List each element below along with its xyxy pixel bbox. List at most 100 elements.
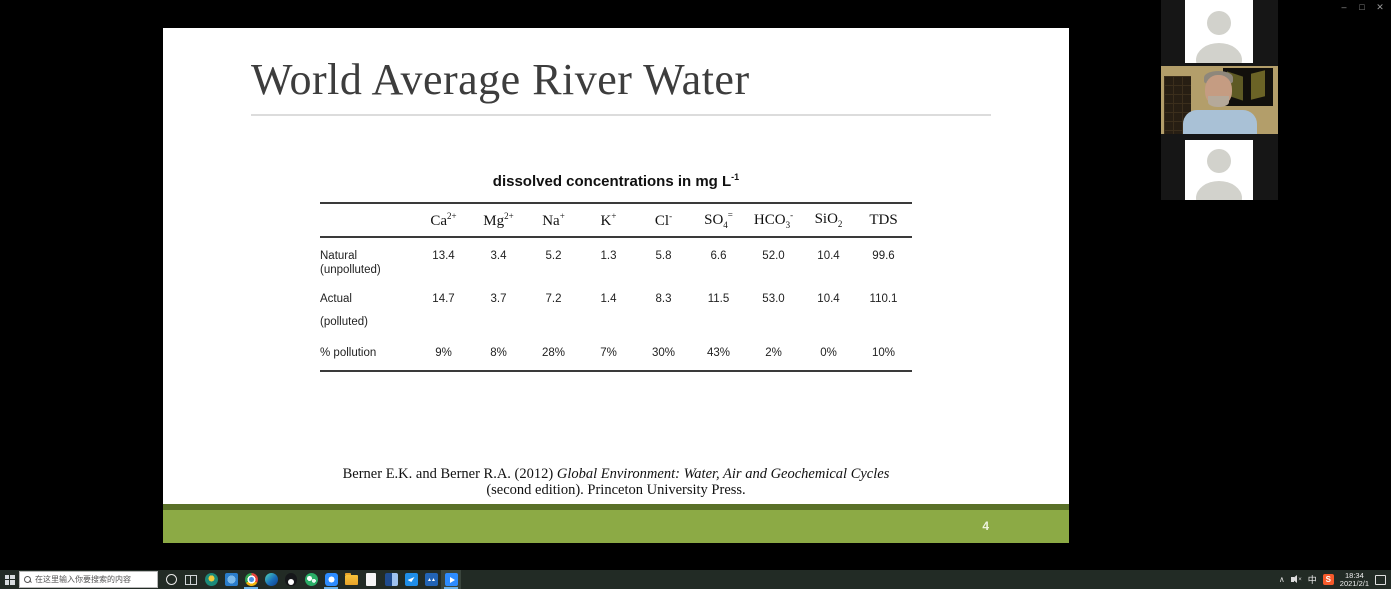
blue-m-app-icon: ▲▲ (424, 573, 438, 586)
participants-strip (1161, 0, 1278, 200)
table-cell: 2% (765, 347, 782, 359)
taskbar-icons: ▲▲ (161, 570, 461, 589)
cortana-icon (165, 574, 177, 585)
table-cell: 13.4 (432, 250, 455, 262)
chrome-icon (244, 573, 258, 586)
table-cell: 14.7 (432, 293, 455, 305)
table-cell: 8.3 (655, 293, 672, 305)
column-header: Ca2+ (430, 210, 457, 229)
start-button[interactable] (0, 570, 19, 589)
file-explorer-icon[interactable] (341, 570, 361, 589)
table-cell: 53.0 (762, 293, 785, 305)
title-divider (251, 114, 991, 116)
table-cell: 7.2 (545, 293, 562, 305)
river-water-table: Ca2+ Mg2+ Na+ K+ Cl- SO4= HCO3- SiO2 TDS Natural(… (320, 202, 912, 372)
file-explorer-icon (344, 572, 358, 585)
qq-icon[interactable] (281, 570, 301, 589)
blue-utility-app-icon[interactable] (221, 570, 241, 589)
table-cell: 99.6 (872, 250, 895, 262)
citation-line-2: (second edition). Princeton University P… (486, 482, 746, 498)
active-video-app-icon (444, 573, 458, 586)
row-label: Actual (polluted) (320, 293, 368, 328)
participant-tile-webcam[interactable] (1161, 66, 1278, 134)
table-header-row: Ca2+ Mg2+ Na+ K+ Cl- SO4= HCO3- SiO2 TDS (320, 204, 912, 238)
avatar-silhouette-icon (1196, 149, 1242, 200)
citation: Berner E.K. and Berner R.A. (2012) Globa… (163, 466, 1069, 498)
search-icon (24, 576, 31, 583)
chrome-icon[interactable] (241, 570, 261, 589)
avatar-silhouette-icon (1196, 11, 1242, 63)
column-header: K+ (600, 210, 617, 229)
row-label: % pollution (320, 347, 377, 359)
sogou-input-icon[interactable]: S (1322, 574, 1334, 585)
table-cell: 5.2 (545, 250, 562, 262)
webcam-person-shirt (1183, 110, 1257, 134)
teal-circle-app-icon (204, 573, 218, 586)
table-cell: 9% (435, 347, 452, 359)
volume-muted-icon[interactable]: × (1290, 575, 1302, 584)
meeting-app-icon (324, 573, 338, 586)
presentation-slide: World Average River Water dissolved conc… (163, 28, 1069, 543)
blue-social-app-icon (404, 573, 418, 586)
action-center-icon[interactable] (1375, 574, 1386, 585)
minimize-button[interactable]: – (1341, 2, 1347, 12)
edge-icon[interactable] (261, 570, 281, 589)
clock-date: 2021/2/1 (1339, 578, 1369, 588)
table-cell: 8% (490, 347, 507, 359)
table-cell: 28% (541, 347, 566, 359)
teal-circle-app-icon[interactable] (201, 570, 221, 589)
table-cell: 10.4 (817, 250, 840, 262)
meeting-app-icon[interactable] (321, 570, 341, 589)
column-header: SO4= (704, 210, 733, 230)
participant-tile-avatar-2[interactable] (1185, 140, 1253, 200)
page-number: 4 (982, 519, 989, 533)
document-app-icon (366, 573, 376, 586)
system-tray: ∧ × 中 S 18:34 2021/2/1 (1279, 570, 1391, 589)
cortana-icon[interactable] (161, 570, 181, 589)
citation-line-1: Berner E.K. and Berner R.A. (2012) Globa… (342, 466, 890, 482)
document-app-icon[interactable] (361, 570, 381, 589)
table-cell: 3.4 (490, 250, 507, 262)
slide-title: World Average River Water (251, 55, 750, 104)
hidden-icons-chevron-icon[interactable]: ∧ (1278, 575, 1285, 584)
taskbar-search[interactable] (19, 571, 158, 588)
word-app-icon[interactable] (381, 570, 401, 589)
task-view-icon (185, 574, 197, 585)
close-button[interactable]: ✕ (1376, 2, 1384, 12)
webcam-person-beard (1208, 96, 1229, 107)
taskbar-clock[interactable]: 18:34 2021/2/1 (1339, 571, 1369, 588)
table-cell: 0% (820, 347, 837, 359)
ime-indicator[interactable]: 中 (1307, 575, 1317, 585)
blue-social-app-icon[interactable] (401, 570, 421, 589)
windows-logo-icon (4, 574, 15, 585)
table-cell: 43% (706, 347, 731, 359)
wechat-icon[interactable] (301, 570, 321, 589)
taskbar: ▲▲ ∧ × 中 S 18:34 2021/2/1 (0, 570, 1391, 589)
table-cell: 1.4 (600, 293, 617, 305)
table-row: Natural (unpolluted) 13.4 3.4 5.2 1.3 5.8 6.6 52… (320, 238, 912, 277)
qq-icon (285, 573, 297, 586)
table-cell: 30% (651, 347, 676, 359)
search-input[interactable] (35, 575, 153, 584)
wechat-icon (304, 573, 318, 586)
table-cell: 1.3 (600, 250, 617, 262)
column-header: HCO3- (753, 210, 794, 230)
table-cell: 10% (871, 347, 896, 359)
active-video-app-icon[interactable] (441, 570, 461, 589)
webcam-background-door (1164, 76, 1191, 134)
column-header: TDS (869, 211, 898, 228)
column-header: Na+ (542, 210, 565, 229)
edge-icon (264, 573, 278, 586)
word-app-icon (384, 573, 398, 586)
restore-button[interactable]: □ (1359, 2, 1365, 12)
task-view-icon[interactable] (181, 570, 201, 589)
table-cell: 10.4 (817, 293, 840, 305)
column-header: Cl- (654, 210, 673, 229)
blue-m-app-icon[interactable]: ▲▲ (421, 570, 441, 589)
participant-tile-avatar-1[interactable] (1185, 0, 1253, 63)
table-row: Actual (polluted) 14.7 3.7 7.2 1.4 8.3 11.5 53.0… (320, 277, 912, 329)
table-cell: 7% (600, 347, 617, 359)
table-cell: 110.1 (869, 293, 898, 305)
table-cell: 3.7 (490, 293, 507, 305)
